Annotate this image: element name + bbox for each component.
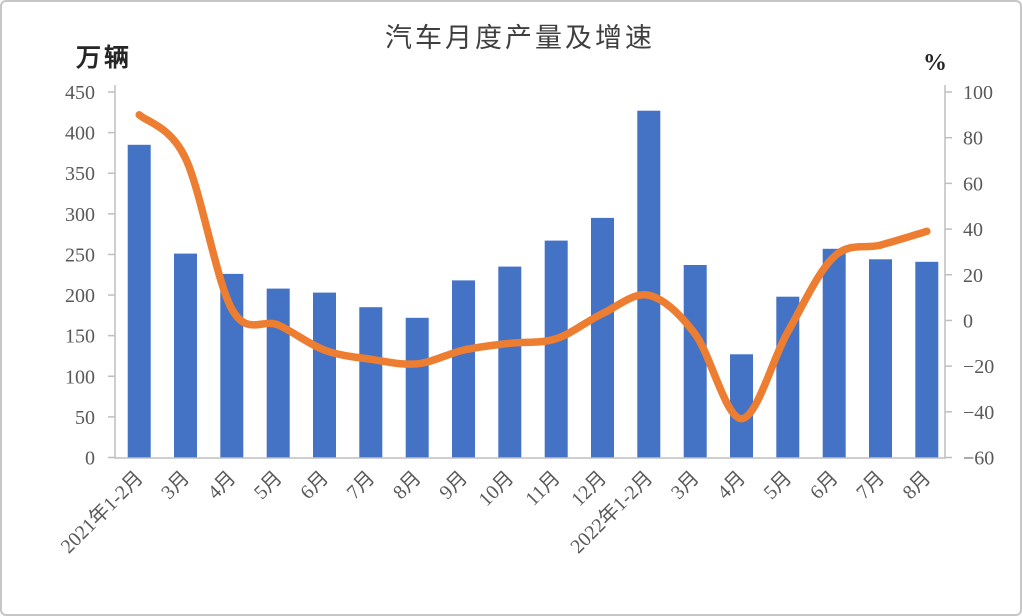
right-axis-tick-label: −20 <box>963 356 994 378</box>
production-bar <box>822 248 846 458</box>
left-axis-tick-label: 350 <box>65 163 95 185</box>
production-bar <box>452 280 475 458</box>
x-axis-label: 7月 <box>852 467 889 504</box>
right-axis-tick-label: 40 <box>963 219 983 241</box>
right-axis-tick-label: 80 <box>963 128 983 150</box>
production-bar <box>683 265 707 458</box>
left-axis-tick-label: 300 <box>65 204 95 226</box>
production-bar <box>869 259 892 458</box>
production-bar <box>915 261 939 458</box>
production-bar <box>127 144 151 459</box>
production-bar <box>730 354 753 458</box>
x-axis-label: 3月 <box>157 467 194 504</box>
production-bar <box>544 240 568 458</box>
left-axis-tick-label: 200 <box>65 285 95 307</box>
right-axis-tick-label: 100 <box>963 82 993 104</box>
right-axis-tick-label: 0 <box>963 310 973 332</box>
x-axis-label: 5月 <box>760 467 797 504</box>
left-axis-unit-label: 万辆 <box>76 45 133 72</box>
right-axis-unit-label: % <box>923 50 947 76</box>
production-bar <box>591 217 614 458</box>
production-bar <box>174 253 197 458</box>
x-axis-label: 6月 <box>296 467 333 504</box>
production-bar <box>359 307 383 458</box>
x-axis-label: 2021年1-2月 <box>56 466 148 558</box>
left-axis-tick-label: 0 <box>85 448 95 470</box>
x-axis-label: 11月 <box>521 467 564 510</box>
x-axis-label: 7月 <box>343 467 380 504</box>
x-axis-label: 9月 <box>435 467 472 504</box>
right-axis-tick-label: 20 <box>963 265 983 287</box>
x-axis-label: 6月 <box>806 467 843 504</box>
right-axis-tick-label: 60 <box>963 173 983 195</box>
left-axis-tick-label: 250 <box>65 244 95 266</box>
production-bar <box>313 292 336 458</box>
chart-title: 汽车月度产量及增速 <box>385 23 655 53</box>
x-axis-label: 5月 <box>250 467 287 504</box>
left-axis-tick-label: 100 <box>65 366 95 388</box>
x-axis-label: 8月 <box>389 467 426 504</box>
left-axis-tick-label: 50 <box>75 407 95 429</box>
production-bar <box>266 288 290 458</box>
x-axis-label: 2022年1-2月 <box>566 466 658 558</box>
production-bar <box>637 110 661 458</box>
x-axis-label: 3月 <box>667 467 704 504</box>
x-axis-label: 4月 <box>204 467 241 504</box>
x-axis-label: 8月 <box>899 467 936 504</box>
left-axis-tick-label: 450 <box>65 82 95 104</box>
right-axis-tick-label: −40 <box>963 402 994 424</box>
production-bar <box>498 266 522 458</box>
x-axis-label: 4月 <box>713 467 750 504</box>
growth-line <box>135 111 931 423</box>
left-axis-tick-label: 150 <box>65 326 95 348</box>
x-axis-label: 10月 <box>474 467 518 511</box>
right-axis-tick-label: −60 <box>963 448 994 470</box>
production-bar <box>405 317 429 458</box>
left-axis-tick-label: 400 <box>65 123 95 145</box>
